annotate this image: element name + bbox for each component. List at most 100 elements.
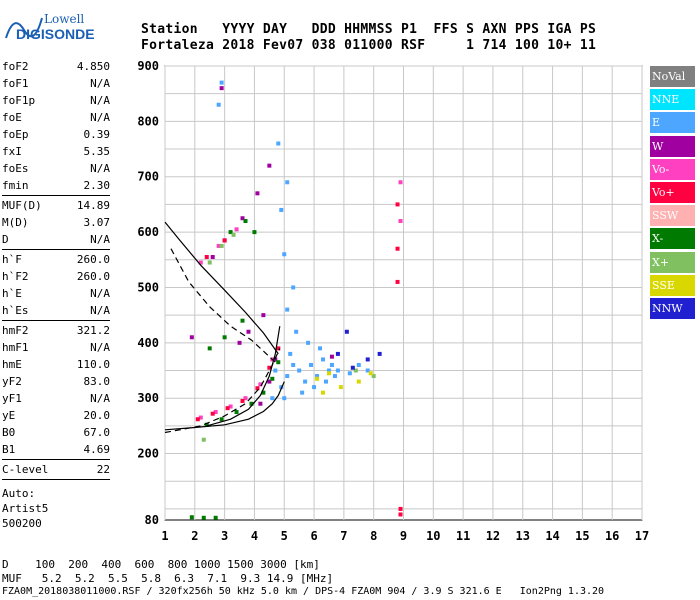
param-row: foF2 4.850 xyxy=(2,58,110,75)
logo-line2: DIGISONDE xyxy=(16,26,95,42)
echo-point xyxy=(270,376,275,381)
y-tick-label: 200 xyxy=(137,447,159,461)
echo-point xyxy=(326,371,331,376)
param-value: 0.39 xyxy=(83,128,111,141)
param-value: 14.89 xyxy=(76,199,110,212)
echo-point xyxy=(312,385,317,390)
echo-point xyxy=(261,390,266,395)
echo-point xyxy=(321,357,326,362)
param-row: MUF(D) 14.89 xyxy=(2,197,110,214)
model-trace xyxy=(164,381,285,431)
legend-entry: SSE xyxy=(650,274,695,296)
param-value: 4.850 xyxy=(76,60,110,73)
param-row: h`Es N/A xyxy=(2,302,110,319)
echo-point xyxy=(240,318,245,323)
param-value: 83.0 xyxy=(83,375,111,388)
x-tick-label: 2 xyxy=(191,529,198,543)
x-tick-label: 13 xyxy=(516,529,530,543)
model-traces xyxy=(164,221,285,434)
param-row: foEp 0.39 xyxy=(2,126,110,143)
echo-point xyxy=(395,279,400,284)
param-row: yF1 N/A xyxy=(2,390,110,407)
param-value: 3.07 xyxy=(83,216,111,229)
param-name: fmin xyxy=(2,179,29,192)
echo-point xyxy=(329,362,334,367)
echo-point xyxy=(294,329,299,334)
x-tick-labels: 1 2 3 4 5 6 7 8 9 10 11 12 13 14 15 16 17 xyxy=(161,529,649,543)
footer-muf: MUF 5.2 5.2 5.5 5.8 6.3 7.1 9.3 14.9 [MH… xyxy=(2,572,334,585)
x-tick-label: 15 xyxy=(575,529,589,543)
param-value: 67.0 xyxy=(83,426,111,439)
x-tick-label: 6 xyxy=(310,529,317,543)
echo-point xyxy=(365,357,370,362)
echo-point xyxy=(243,219,248,224)
echo-point xyxy=(219,86,224,91)
model-trace xyxy=(164,348,281,434)
param-name: h`Es xyxy=(2,304,29,317)
x-tick-label: 14 xyxy=(545,529,559,543)
legend-entry: W xyxy=(650,135,695,157)
echo-point xyxy=(267,163,272,168)
auto-artist: Artist5 xyxy=(2,502,49,515)
footer-distance: D 100 200 400 600 800 1000 1500 3000 [km… xyxy=(2,558,320,571)
echo-point xyxy=(306,340,311,345)
echo-point xyxy=(335,368,340,373)
param-row: foEs N/A xyxy=(2,160,110,177)
echo-point xyxy=(276,141,281,146)
x-tick-label: 16 xyxy=(605,529,619,543)
echo-point xyxy=(216,243,221,248)
model-trace xyxy=(206,326,281,427)
echo-point xyxy=(285,307,290,312)
auto-label: Auto: xyxy=(2,487,36,500)
param-row: foE N/A xyxy=(2,109,110,126)
echo-point xyxy=(237,340,242,345)
echo-point xyxy=(189,515,194,520)
param-value: 22 xyxy=(96,463,110,476)
param-row: hmE 110.0 xyxy=(2,356,110,373)
logo-wave-icon xyxy=(5,17,43,39)
echo-point xyxy=(252,230,257,235)
legend-entry: SSW xyxy=(650,205,695,227)
param-name: hmF2 xyxy=(2,324,29,337)
echo-point xyxy=(398,506,403,511)
param-name: foEp xyxy=(2,128,29,141)
echo-point xyxy=(210,255,215,260)
echo-point xyxy=(276,360,281,365)
param-value: N/A xyxy=(90,162,110,175)
echo-point xyxy=(216,102,221,107)
param-value: N/A xyxy=(90,77,110,90)
echo-point xyxy=(255,191,260,196)
echo-point xyxy=(231,232,236,237)
model-trace xyxy=(164,221,279,355)
param-name: B0 xyxy=(2,426,16,439)
x-tick-label: 1 xyxy=(161,529,168,543)
echo-point xyxy=(207,346,212,351)
echo-point xyxy=(395,202,400,207)
echo-point xyxy=(258,382,263,387)
header-line1: Station YYYY DAY DDD HHMMSS P1 FFS S AXN… xyxy=(141,22,597,37)
param-row: B1 4.69 xyxy=(2,441,110,458)
echo-point xyxy=(201,515,206,520)
echo-point xyxy=(335,351,340,356)
param-value: 5.35 xyxy=(83,145,111,158)
echo-point xyxy=(240,216,245,221)
footer-filename: FZA0M_2018038011000.RSF / 320fx256h 50 k… xyxy=(2,586,605,597)
param-row: foF1p N/A xyxy=(2,92,110,109)
echo-point xyxy=(198,260,203,265)
model-trace xyxy=(170,248,276,363)
echo-point xyxy=(300,390,305,395)
param-value: N/A xyxy=(90,304,110,317)
echo-point xyxy=(332,374,337,379)
polarization-legend: NoVal NNE E W Vo- Vo+ SSW X- X+ SSE NNW xyxy=(650,66,695,321)
param-value: N/A xyxy=(90,111,110,124)
echo-point xyxy=(365,368,370,373)
echo-point xyxy=(321,390,326,395)
echo-point xyxy=(288,351,293,356)
echo-point xyxy=(315,374,320,379)
echo-point xyxy=(189,335,194,340)
param-row: B0 67.0 xyxy=(2,424,110,441)
parameter-panel: foF2 4.850 foF1 N/A foF1p N/A foE N/A foEp 0.39 fx… xyxy=(2,58,110,531)
y-tick-label: 300 xyxy=(137,391,159,405)
echo-point xyxy=(234,227,239,232)
echo-point xyxy=(249,401,254,406)
